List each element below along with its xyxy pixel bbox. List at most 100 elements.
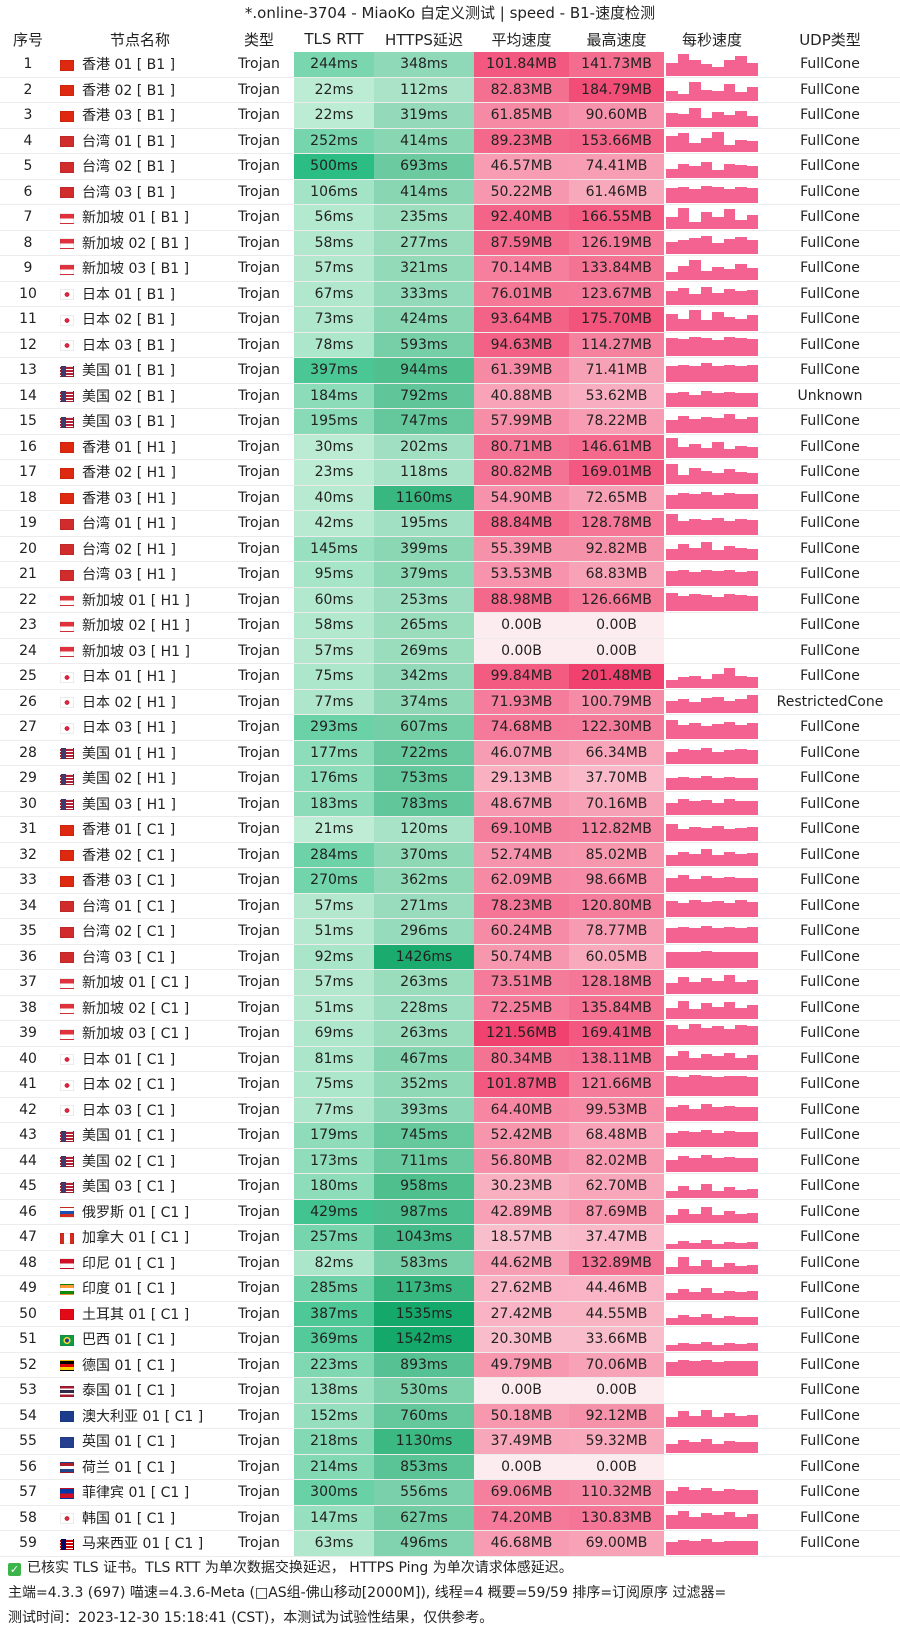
- avg-speed: 72.25MB: [474, 995, 569, 1021]
- avg-speed: 40.88MB: [474, 383, 569, 409]
- sparkline-bar: [677, 852, 689, 867]
- max-speed: 44.55MB: [569, 1301, 664, 1327]
- https-latency: 253ms: [374, 587, 474, 613]
- sparkline-bar: [677, 1289, 689, 1300]
- sparkline-bar: [723, 903, 735, 918]
- max-speed: 146.61MB: [569, 434, 664, 460]
- flag-tw-icon: [60, 544, 74, 556]
- tls-rtt: 75ms: [294, 1071, 374, 1098]
- sparkline-bar: [746, 927, 758, 943]
- sparkline-bar: [712, 597, 724, 612]
- node-type: Trojan: [224, 612, 294, 639]
- udp-type: FullCone: [760, 1071, 900, 1098]
- https-latency: 424ms: [374, 306, 474, 333]
- sparkline-bar: [723, 1187, 735, 1198]
- max-speed: 0.00B: [569, 1377, 664, 1404]
- node-name-cell: 台湾 01 [ C1 ]: [56, 893, 224, 919]
- sparkline-bar: [746, 140, 758, 153]
- footer-line-1: ✓ 已核实 TLS 证书。TLS RTT 为单次数据交换延迟， HTTPS Pin…: [8, 1560, 573, 1576]
- udp-type: FullCone: [760, 485, 900, 511]
- node-type: Trojan: [224, 893, 294, 919]
- row-index: 22: [0, 587, 56, 613]
- tls-rtt: 179ms: [294, 1122, 374, 1149]
- table-row: 9 新加坡 03 [ B1 ] Trojan 57ms 321ms 70.14MB 133.…: [0, 255, 900, 282]
- sparkline-bars: [664, 869, 760, 892]
- sparkline-bar: [700, 1513, 712, 1530]
- max-speed: 126.66MB: [569, 587, 664, 613]
- sparkline-bar: [677, 1360, 689, 1377]
- sparkline-bar: [712, 442, 724, 459]
- per-second-sparkline: [664, 1097, 760, 1123]
- table-row: 39 新加坡 03 [ C1 ] Trojan 69ms 263ms 121.56MB 16…: [0, 1020, 900, 1047]
- per-second-sparkline: [664, 765, 760, 792]
- tls-rtt: 180ms: [294, 1173, 374, 1200]
- https-latency: 944ms: [374, 357, 474, 384]
- udp-type: FullCone: [760, 1097, 900, 1123]
- per-second-sparkline: [664, 510, 760, 537]
- sparkline-bar: [746, 446, 758, 459]
- sparkline-bars: [664, 180, 760, 204]
- max-speed: 61.46MB: [569, 179, 664, 205]
- tls-rtt: 57ms: [294, 893, 374, 919]
- table-row: 15 美国 03 [ B1 ] Trojan 195ms 747ms 57.99MB 78.…: [0, 408, 900, 435]
- sparkline-bar: [677, 1440, 689, 1453]
- max-speed: 78.22MB: [569, 408, 664, 435]
- table-body: 1 香港 01 [ B1 ] Trojan 244ms 348ms 101.84MB 141…: [0, 52, 900, 1557]
- node-name-cell: 台湾 02 [ C1 ]: [56, 918, 224, 945]
- flag-tw-icon: [60, 187, 74, 199]
- node-name: 新加坡 02 [ H1 ]: [82, 618, 190, 635]
- sparkline-bar: [712, 1515, 724, 1530]
- flag-jp-icon: [60, 722, 74, 734]
- sparkline-bar: [723, 493, 735, 510]
- udp-type: FullCone: [760, 1173, 900, 1200]
- sparkline-bar: [677, 240, 689, 255]
- udp-type: FullCone: [760, 612, 900, 639]
- tls-rtt: 40ms: [294, 485, 374, 511]
- flag-us-icon: [60, 1156, 74, 1168]
- udp-type: FullCone: [760, 434, 900, 460]
- tls-rtt: 42ms: [294, 510, 374, 537]
- node-type: Trojan: [224, 306, 294, 333]
- https-latency: 271ms: [374, 893, 474, 919]
- sparkline-bar: [689, 1158, 701, 1173]
- avg-speed: 99.84MB: [474, 663, 569, 690]
- sparkline-bar: [712, 854, 724, 867]
- sparkline-bar: [700, 337, 712, 357]
- row-index: 9: [0, 255, 56, 282]
- sparkline-bar: [689, 853, 701, 867]
- sparkline-bar: [723, 546, 735, 561]
- avg-speed: 88.84MB: [474, 510, 569, 537]
- max-speed: 53.62MB: [569, 383, 664, 409]
- table-row: 22 新加坡 01 [ H1 ] Trojan 60ms 253ms 88.98MB 126…: [0, 587, 900, 613]
- row-index: 54: [0, 1403, 56, 1429]
- https-latency: 783ms: [374, 791, 474, 817]
- tls-rtt: 77ms: [294, 689, 374, 715]
- node-name: 巴西 01 [ C1 ]: [82, 1332, 176, 1349]
- avg-speed: 46.68MB: [474, 1530, 569, 1557]
- sparkline-bars: [664, 308, 760, 331]
- sparkline-bars: [664, 104, 760, 127]
- sparkline-bar: [677, 874, 689, 892]
- tls-rtt: 387ms: [294, 1301, 374, 1327]
- per-second-sparkline: [664, 1250, 760, 1276]
- sparkline-bars: [664, 996, 760, 1020]
- https-latency: 693ms: [374, 153, 474, 180]
- sparkline-bar: [712, 1077, 724, 1096]
- sparkline-bar: [746, 548, 758, 561]
- node-name: 日本 01 [ C1 ]: [82, 1051, 176, 1068]
- avg-speed: 71.93MB: [474, 689, 569, 715]
- node-name-cell: 澳大利亚 01 [ C1 ]: [56, 1403, 224, 1429]
- row-index: 3: [0, 102, 56, 129]
- tls-rtt: 293ms: [294, 714, 374, 741]
- sparkline-bar: [735, 219, 747, 229]
- sparkline-bar: [677, 926, 689, 943]
- max-speed: 0.00B: [569, 612, 664, 639]
- sparkline-bar: [723, 364, 735, 382]
- node-name: 日本 02 [ C1 ]: [82, 1077, 176, 1094]
- sparkline-bar: [723, 336, 735, 357]
- sparkline-bar: [723, 145, 735, 153]
- row-index: 31: [0, 816, 56, 843]
- footer-line-2: 主端=4.3.3 (697) 喵速=4.3.6-Meta (□AS组-佛山移动[…: [8, 1585, 727, 1601]
- udp-type: FullCone: [760, 52, 900, 78]
- sparkline-bar: [689, 1008, 701, 1020]
